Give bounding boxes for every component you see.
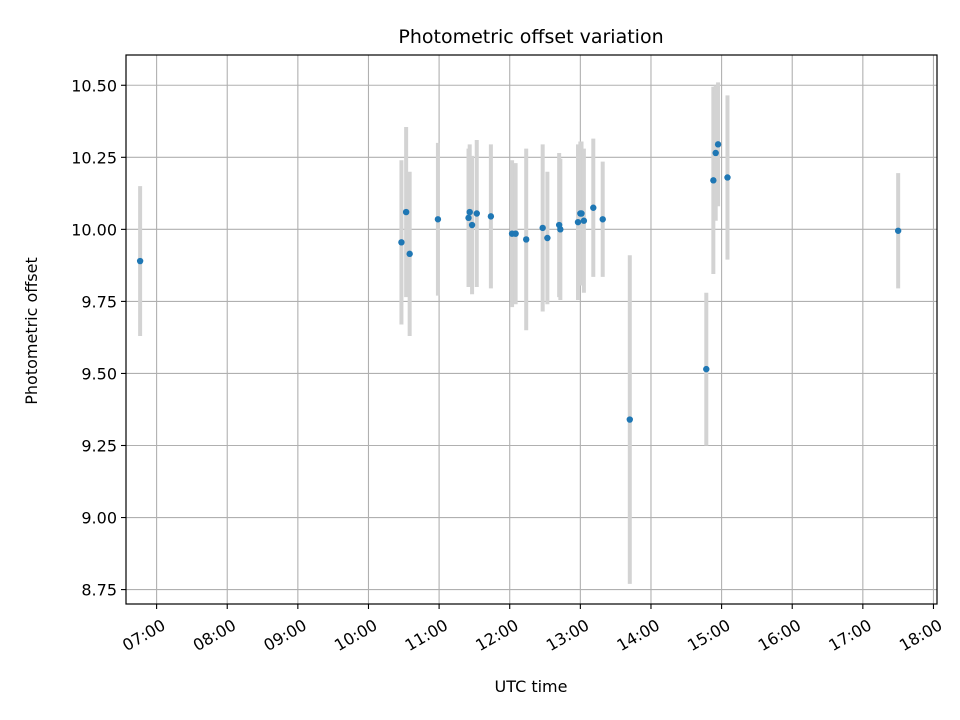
data-point [398, 239, 405, 246]
data-point [580, 217, 588, 224]
y-tick-label: 10.50 [71, 76, 117, 95]
y-tick-label: 9.25 [81, 436, 117, 455]
x-tick-label: 10:00 [331, 615, 380, 655]
data-point [512, 230, 519, 237]
data-point [557, 226, 564, 233]
data-point [406, 250, 413, 258]
x-tick-label: 17:00 [825, 615, 874, 655]
x-tick-label: 11:00 [402, 615, 451, 655]
data-point [434, 216, 442, 223]
y-tick-label: 10.00 [71, 220, 117, 239]
data-point [574, 218, 582, 226]
data-point [539, 224, 546, 232]
x-tick-label: 16:00 [755, 615, 804, 655]
plot-frame [125, 54, 938, 605]
x-tick-label: 09:00 [260, 615, 309, 655]
data-point [626, 416, 633, 423]
x-tick-label: 18:00 [896, 615, 945, 655]
data-point [703, 365, 710, 373]
chart-title: Photometric offset variation [398, 26, 663, 48]
data-point [473, 210, 480, 217]
data-point [714, 141, 722, 148]
y-tick-label: 9.50 [81, 364, 117, 383]
x-tick-label: 07:00 [119, 615, 168, 655]
x-tick-label: 12:00 [472, 615, 521, 655]
data-point [578, 210, 585, 217]
data-point [712, 149, 719, 157]
y-tick-label: 9.75 [81, 292, 117, 311]
data-point [465, 214, 472, 222]
x-tick-label: 08:00 [190, 615, 239, 655]
y-axis-label: Photometric offset [22, 257, 41, 405]
data-point [468, 221, 476, 229]
axes: 8.75 9.00 9.25 9.50 9.75 10.00 10.25 10.50 07:00… [71, 54, 945, 655]
data-point [599, 216, 606, 223]
data-point [590, 204, 597, 211]
x-tick-label: 15:00 [684, 615, 733, 655]
data-point [523, 236, 530, 243]
data-point [487, 213, 495, 220]
y-tick-label: 10.25 [71, 148, 117, 167]
x-axis-label: UTC time [495, 677, 568, 696]
data-points [136, 141, 902, 423]
data-point [710, 177, 717, 184]
y-tick-label: 9.00 [81, 509, 117, 528]
x-tick-label: 14:00 [614, 615, 663, 655]
x-tick-label: 13:00 [543, 615, 592, 655]
y-tick-label: 8.75 [81, 581, 117, 600]
data-point [544, 234, 551, 242]
data-point [894, 227, 902, 234]
data-point [466, 208, 473, 216]
data-point [724, 174, 731, 181]
data-point [402, 208, 410, 216]
grid [126, 55, 937, 604]
data-point [136, 257, 144, 265]
